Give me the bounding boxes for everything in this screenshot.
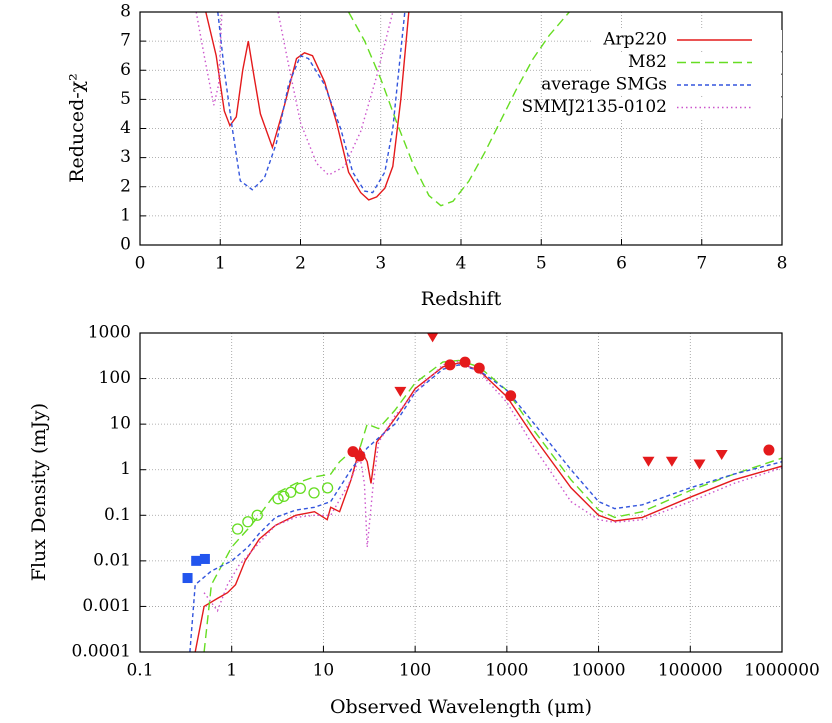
series-line [217,12,406,194]
x-tick-label: 4 [456,254,467,274]
x-tick-label: 1000000 [744,661,820,681]
plot-area [182,333,782,652]
data-point [693,459,706,470]
x-tick-label: 2 [295,254,306,274]
plot-area [195,12,570,207]
data-point [426,333,439,343]
data-point [272,493,284,505]
data-point [763,444,775,456]
y-tick-label: 10 [109,414,131,434]
series-line [205,12,410,201]
y-tick-label: 100 [99,368,131,388]
data-point [242,516,254,528]
y-tick-label: 0.1 [104,505,131,525]
plot-frame [139,332,783,653]
y-axis-label: Flux Density (mJy) [28,403,50,581]
y-tick-label: 6 [120,60,131,80]
series-line [189,364,782,652]
series-line [195,12,394,176]
y-axis-label: Reduced-χ² [66,73,88,183]
y-tick-label: 4 [120,118,131,138]
data-point [308,487,320,499]
y-tick-label: 2 [120,176,131,196]
x-tick-label: 1000 [485,661,528,681]
x-tick-label: 6 [616,254,627,274]
plot-frame [139,11,783,246]
legend-label: Arp220 [602,30,667,50]
y-tick-label: 3 [120,147,131,167]
series-line [194,362,782,652]
x-axis-label: Observed Wavelength (μm) [330,696,592,718]
x-tick-label: 100 [399,661,431,681]
x-axis-label: Redshift [421,288,502,310]
y-tick-label: 0.0001 [72,642,131,662]
x-tick-label: 7 [696,254,707,274]
data-point [665,456,678,467]
y-tick-label: 0.001 [82,596,131,616]
y-tick-label: 1 [120,459,131,479]
data-point [321,482,334,494]
data-point [294,482,306,495]
data-point [285,486,297,498]
data-point [182,573,193,584]
data-point [394,386,407,397]
data-point [199,553,210,564]
x-tick-label: 0 [135,254,146,274]
x-tick-label: 0.1 [126,661,153,681]
legend-bg [592,52,782,74]
x-tick-label: 1 [215,254,226,274]
x-tick-label: 10 [313,661,335,681]
y-tick-label: 7 [120,31,131,51]
series-line [203,359,782,652]
y-tick-label: 0 [120,235,131,255]
data-point [191,555,202,566]
series-line [347,12,570,207]
x-tick-label: 10000 [572,661,626,681]
data-point [505,390,517,402]
data-point [459,356,471,368]
data-point [642,456,655,467]
data-point [473,362,485,374]
x-tick-label: 3 [375,254,386,274]
y-tick-label: 1 [120,205,131,225]
x-tick-label: 1 [226,661,237,681]
data-point [444,359,456,371]
y-tick-label: 5 [120,89,131,109]
legend-label: average SMGs [541,75,667,95]
data-point [231,523,244,535]
y-tick-label: 1000 [88,323,131,343]
data-point [251,509,263,521]
legend-label: M82 [628,52,667,72]
x-tick-label: 5 [536,254,547,274]
x-tick-label: 100000 [658,661,723,681]
data-point [715,450,728,461]
y-tick-label: 0.01 [93,550,131,570]
legend-label: SMMJ2135-0102 [521,97,667,117]
y-tick-label: 8 [120,2,131,22]
x-tick-label: 8 [777,254,788,274]
data-point [354,450,366,462]
